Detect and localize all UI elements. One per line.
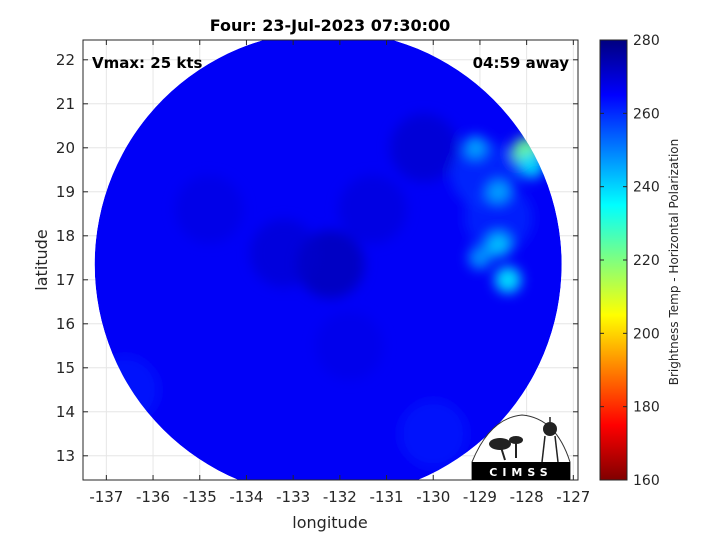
axis-ticks <box>83 40 578 480</box>
y-tick-label: 15 <box>56 359 75 377</box>
colorbar-tick-label: 240 <box>633 180 660 196</box>
x-tick-label: -134 <box>229 488 263 506</box>
swath-feature <box>389 113 458 182</box>
x-axis-label: longitude <box>292 513 367 532</box>
y-tick-label: 13 <box>56 447 75 465</box>
x-tick-label: -132 <box>323 488 357 506</box>
swath-feature <box>399 399 468 468</box>
swath-feature <box>338 175 407 244</box>
y-tick-label: 19 <box>56 183 75 201</box>
x-tick-label: -129 <box>463 488 497 506</box>
x-tick-label: -128 <box>510 488 544 506</box>
y-tick-label: 16 <box>56 315 75 333</box>
colorbar-tick-label: 180 <box>633 400 660 416</box>
swath-feature <box>175 175 244 244</box>
swath-feature <box>249 219 318 288</box>
y-axis-label: latitude <box>32 229 51 290</box>
swath-group <box>94 40 562 480</box>
x-tick-label: -131 <box>370 488 404 506</box>
x-tick-label: -135 <box>183 488 217 506</box>
colorbar-tick-label: 280 <box>633 33 660 49</box>
colorbar-tick-label: 160 <box>633 473 660 489</box>
colorbar-ticks: 160 180 200 220 240 260 280 <box>600 33 660 489</box>
y-tick-label: 18 <box>56 227 75 245</box>
y-tick-label: 14 <box>56 403 75 421</box>
x-tick-label: -137 <box>89 488 123 506</box>
x-tick-label: -136 <box>136 488 170 506</box>
swath-feature <box>494 266 522 293</box>
swath-features <box>94 113 545 468</box>
x-tick-label: -127 <box>556 488 590 506</box>
y-tick-label: 21 <box>56 95 75 113</box>
chart-title: Four: 23-Jul-2023 07:30:00 <box>210 16 451 35</box>
x-tick-label: -130 <box>416 488 450 506</box>
logo-text: CIMSS <box>489 466 552 479</box>
colorbar-tick-label: 200 <box>633 326 660 342</box>
y-tick-labels: 13 14 15 16 17 18 19 20 21 22 <box>56 51 75 465</box>
y-tick-label: 20 <box>56 139 75 157</box>
swath-feature <box>486 232 512 258</box>
swath-feature <box>463 135 488 160</box>
swath-feature <box>315 311 384 380</box>
swath-feature <box>468 246 492 270</box>
colorbar <box>599 39 628 481</box>
time-away-annotation: 04:59 away <box>473 54 570 72</box>
x-tick-label: -133 <box>276 488 310 506</box>
y-tick-label: 22 <box>56 51 75 69</box>
swath-feature <box>486 179 511 204</box>
axes-box <box>82 39 579 481</box>
colorbar-tick-label: 220 <box>633 253 660 269</box>
vmax-annotation: Vmax: 25 kts <box>92 54 202 72</box>
colorbar-label: Brightness Temp - Horizontal Polarizatio… <box>667 139 681 386</box>
swath-feature <box>464 184 533 253</box>
cimss-logo: CIMSS <box>471 414 571 481</box>
y-tick-label: 17 <box>56 271 75 289</box>
colorbar-tick-label: 260 <box>633 106 660 122</box>
x-tick-labels: -137 -136 -135 -134 -133 -132 -131 -130 -129 -128… <box>89 488 590 506</box>
